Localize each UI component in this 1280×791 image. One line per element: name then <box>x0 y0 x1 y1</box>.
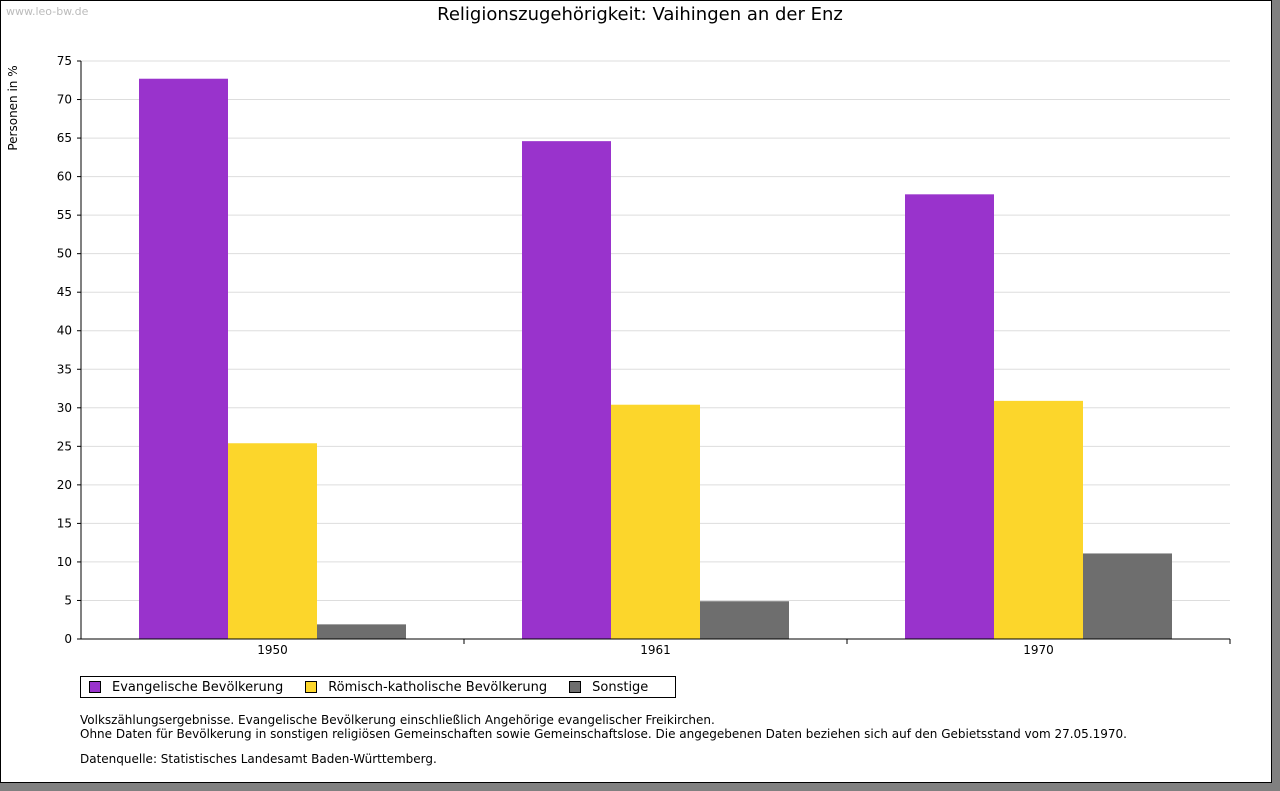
legend: Evangelische Bevölkerung Römisch-katholi… <box>80 676 676 698</box>
y-tick-label: 20 <box>57 478 72 492</box>
footnotes: Volkszählungsergebnisse. Evangelische Be… <box>80 713 1127 741</box>
bar-0-1970 <box>905 194 994 640</box>
bar-2-1950 <box>317 624 406 639</box>
legend-swatch-evangelisch <box>89 681 101 693</box>
legend-swatch-katholisch <box>305 681 318 693</box>
legend-swatch-sonstige <box>569 681 582 693</box>
y-tick-label: 15 <box>57 516 72 530</box>
watermark: www.leo-bw.de <box>6 5 89 18</box>
legend-label-evangelisch: Evangelische Bevölkerung <box>112 679 284 695</box>
bar-1-1950 <box>228 443 317 639</box>
y-tick-label: 65 <box>57 131 72 145</box>
bar-0-1950 <box>139 78 228 639</box>
bar-2-1970 <box>1083 553 1172 639</box>
y-tick-label: 25 <box>57 439 72 453</box>
data-source: Datenquelle: Statistisches Landesamt Bad… <box>80 752 437 766</box>
y-tick-label: 70 <box>57 93 72 107</box>
y-tick-label: 5 <box>64 593 72 607</box>
y-tick-label: 40 <box>57 324 72 338</box>
x-tick-label: 1950 <box>257 643 288 657</box>
legend-item-sonstige: Sonstige <box>569 680 648 695</box>
bar-1-1970 <box>994 400 1083 639</box>
y-tick-label: 45 <box>57 285 72 299</box>
bar-1-1961 <box>611 404 700 639</box>
legend-item-evangelisch: Evangelische Bevölkerung <box>89 680 283 695</box>
y-tick-label: 50 <box>57 247 72 261</box>
legend-item-katholisch: Römisch-katholische Bevölkerung <box>305 680 547 695</box>
y-tick-label: 30 <box>57 401 72 415</box>
bar-0-1961 <box>522 141 611 639</box>
legend-label-katholisch: Römisch-katholische Bevölkerung <box>328 679 548 695</box>
y-tick-label: 55 <box>57 208 72 222</box>
chart-title: Religionszugehörigkeit: Vaihingen an der… <box>437 4 843 25</box>
x-tick-label: 1970 <box>1023 643 1054 657</box>
y-tick-label: 75 <box>57 54 72 68</box>
legend-label-sonstige: Sonstige <box>592 679 649 695</box>
footnote-line-1: Volkszählungsergebnisse. Evangelische Be… <box>80 713 715 727</box>
bar-2-1961 <box>700 601 789 639</box>
y-tick-label: 60 <box>57 170 72 184</box>
footnote-line-2: Ohne Daten für Bevölkerung in sonstigen … <box>80 727 1127 741</box>
y-tick-label: 0 <box>64 632 72 646</box>
x-tick-label: 1961 <box>640 643 671 657</box>
y-tick-label: 35 <box>57 362 72 376</box>
y-tick-label: 10 <box>57 555 72 569</box>
